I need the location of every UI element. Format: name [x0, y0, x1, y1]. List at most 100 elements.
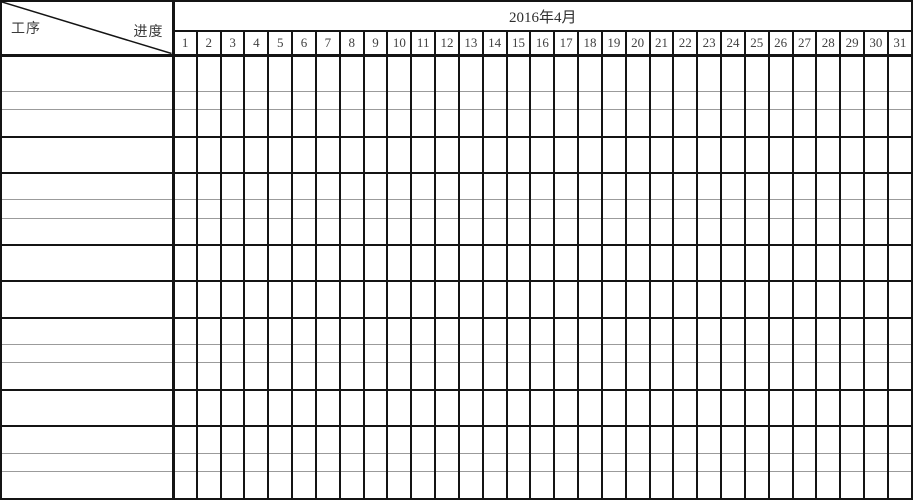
- grid-cell: [887, 55, 913, 92]
- grid-cell: [173, 55, 198, 92]
- grid-cell: [339, 136, 365, 174]
- grid-cell: [840, 317, 866, 346]
- grid-cell: [864, 471, 889, 499]
- grid-cell: [482, 362, 508, 392]
- grid-cell: [768, 199, 794, 219]
- grid-cell: [792, 91, 818, 110]
- grid-cell: [220, 245, 246, 283]
- grid-cell: [744, 426, 770, 455]
- grid-cell: [768, 471, 794, 499]
- grid-cell: [744, 453, 770, 473]
- day-header-cell: 11: [411, 30, 437, 57]
- grid-cell: [649, 281, 675, 319]
- grid-cell: [411, 218, 437, 247]
- grid-cell: [768, 55, 794, 92]
- grid-cell: [792, 245, 818, 283]
- day-header-cell: 8: [339, 30, 365, 57]
- grid-cell: [864, 344, 889, 364]
- grid-cell: [768, 426, 794, 455]
- grid-cell: [244, 172, 270, 201]
- grid-cell: [411, 426, 437, 455]
- grid-cell: [196, 218, 222, 247]
- grid-cell: [673, 218, 699, 247]
- grid-cell: [244, 471, 270, 499]
- grid-cell: [458, 199, 484, 219]
- grid-cell: [530, 281, 556, 319]
- grid-cell: [315, 453, 341, 473]
- grid-cell: [744, 245, 770, 283]
- grid-cell: [482, 281, 508, 319]
- day-header-cell: 12: [435, 30, 460, 57]
- grid-cell: [482, 91, 508, 110]
- grid-cell: [435, 426, 460, 455]
- grid-cell: [673, 281, 699, 319]
- grid-cell: [506, 390, 532, 428]
- grid-cell: [887, 453, 913, 473]
- progress-axis-label: 进度: [133, 25, 164, 40]
- grid-cell: [363, 344, 389, 364]
- grid-cell: [816, 91, 842, 110]
- grid-cell: [768, 245, 794, 283]
- day-header-cell: 1: [173, 30, 198, 57]
- grid-cell: [721, 471, 746, 499]
- grid-cell: [482, 55, 508, 92]
- grid-cell: [173, 245, 198, 283]
- grid-cell: [792, 172, 818, 201]
- grid-cell: [506, 317, 532, 346]
- grid-cell: [196, 245, 222, 283]
- grid-cell: [792, 55, 818, 92]
- grid-cell: [292, 245, 317, 283]
- grid-cell: [578, 172, 603, 201]
- grid-cell: [578, 245, 603, 283]
- grid-cell: [840, 136, 866, 174]
- grid-cell: [435, 453, 460, 473]
- grid-cell: [363, 55, 389, 92]
- grid-cell: [744, 55, 770, 92]
- grid-cell: [864, 218, 889, 247]
- grid-cell: [482, 471, 508, 499]
- grid-cell: [482, 245, 508, 283]
- grid-cell: [411, 55, 437, 92]
- grid-cell: [315, 344, 341, 364]
- grid-cell: [840, 199, 866, 219]
- grid-cell: [721, 453, 746, 473]
- grid-cell: [697, 426, 723, 455]
- grid-cell: [864, 281, 889, 319]
- grid-cell: [625, 136, 651, 174]
- grid-cell: [601, 172, 627, 201]
- grid-cell: [721, 172, 746, 201]
- day-header-cell: 4: [244, 30, 270, 57]
- grid-cell: [363, 362, 389, 392]
- table-row: [1, 390, 913, 428]
- grid-cell: [435, 344, 460, 364]
- grid-cell: [458, 55, 484, 92]
- grid-cell: [721, 362, 746, 392]
- grid-cell: [244, 245, 270, 283]
- day-header-cell: 5: [268, 30, 294, 57]
- grid-cell: [268, 344, 294, 364]
- grid-cell: [768, 390, 794, 428]
- grid-cell: [387, 91, 413, 110]
- grid-cell: [411, 136, 437, 174]
- grid-cell: [816, 362, 842, 392]
- grid-cell: [458, 426, 484, 455]
- grid-cell: [339, 218, 365, 247]
- process-label-cell: [1, 109, 175, 138]
- grid-cell: [768, 281, 794, 319]
- grid-cell: [768, 136, 794, 174]
- grid-cell: [530, 218, 556, 247]
- grid-cell: [864, 390, 889, 428]
- grid-cell: [625, 55, 651, 92]
- grid-cell: [578, 136, 603, 174]
- grid-cell: [196, 109, 222, 138]
- grid-cell: [673, 426, 699, 455]
- grid-cell: [173, 344, 198, 364]
- grid-cell: [196, 390, 222, 428]
- grid-cell: [887, 317, 913, 346]
- process-label-cell: [1, 172, 175, 201]
- grid-cell: [554, 317, 580, 346]
- month-title: 2016年4月: [171, 1, 912, 32]
- grid-cell: [601, 245, 627, 283]
- grid-cell: [625, 109, 651, 138]
